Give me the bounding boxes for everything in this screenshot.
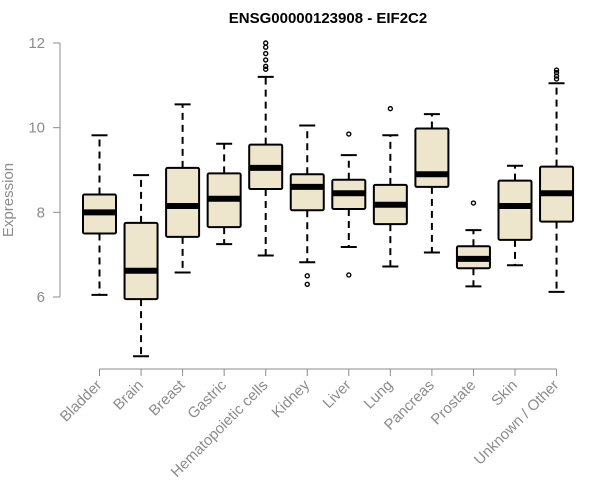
outlier-point (304, 273, 310, 279)
x-tick-label: Brain (110, 377, 147, 414)
box-iqr (123, 221, 159, 301)
outlier-point (263, 63, 269, 69)
outlier-point (304, 281, 310, 287)
outlier-point (553, 76, 560, 82)
box-group (414, 113, 450, 254)
x-tick-label: Liver (320, 377, 355, 412)
outlier-point (346, 131, 352, 137)
y-tick-label: 6 (37, 289, 45, 306)
x-tick-label: Lung (361, 377, 397, 413)
box-group (539, 67, 575, 293)
outlier-point (263, 66, 269, 72)
box-iqr (414, 127, 450, 188)
box-group (455, 200, 491, 288)
y-tick-label: 10 (28, 120, 45, 137)
x-tick-label: Breast (146, 376, 189, 419)
box-group (123, 174, 159, 358)
y-axis-label: Expression (0, 163, 17, 237)
box-group (497, 164, 533, 267)
box-group (165, 103, 201, 274)
x-tick-label: Kidney (269, 376, 314, 421)
x-tick-label: Bladder (57, 377, 106, 426)
x-tick-label: Prostate (428, 377, 480, 429)
box-group (289, 124, 325, 287)
y-tick-label: 12 (28, 35, 45, 52)
outlier-point (346, 272, 352, 278)
y-axis: 6 8 10 12 (28, 35, 61, 306)
chart-title: ENSG00000123908 - EIF2C2 (229, 10, 427, 27)
outlier-point (263, 50, 269, 57)
plot-area (82, 40, 575, 358)
x-tick-label: Skin (488, 377, 521, 410)
box-iqr (165, 166, 201, 238)
outlier-point (263, 40, 269, 46)
outlier-point (263, 44, 269, 50)
box-group (82, 134, 117, 296)
outlier-point (387, 105, 394, 112)
y-tick-label: 8 (37, 204, 45, 221)
box-iqr (289, 173, 325, 212)
box-group (206, 142, 242, 246)
outlier-point (263, 57, 269, 63)
box-iqr (497, 179, 533, 241)
outlier-point (470, 200, 477, 206)
outlier-point (553, 69, 560, 76)
box-group (248, 40, 284, 257)
outlier-point (553, 67, 560, 73)
box-group (331, 131, 367, 278)
box-group (372, 105, 408, 268)
